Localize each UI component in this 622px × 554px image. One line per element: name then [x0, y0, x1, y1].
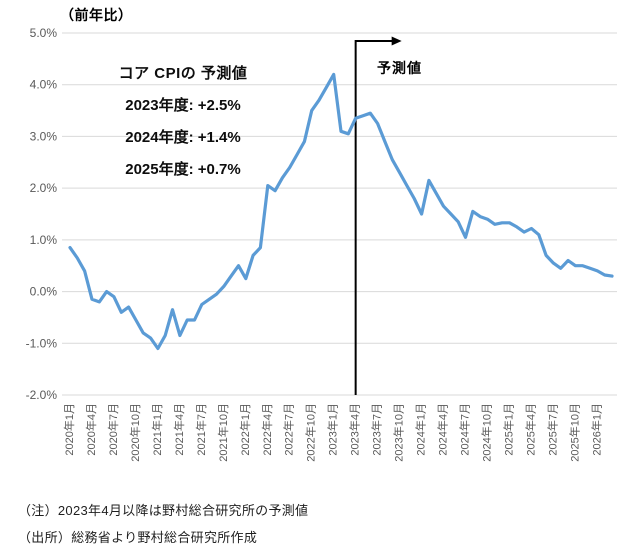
x-tick-label: 2021年1月	[150, 403, 164, 456]
x-tick-label: 2025年7月	[545, 403, 559, 456]
x-tick-label: 2026年1月	[589, 403, 603, 456]
x-tick-label: 2023年1月	[326, 403, 340, 456]
x-tick-label: 2021年10月	[216, 403, 230, 462]
source-note: （注）2023年4月以降は野村総合研究所の予測値	[18, 503, 309, 518]
x-tick-label: 2024年10月	[479, 403, 493, 462]
x-tick-label: 2024年4月	[436, 403, 450, 456]
y-tick-label: -1.0%	[26, 336, 58, 350]
forecast-summary-fy2025: 2025年度: +0.7%	[125, 161, 241, 178]
x-tick-label: 2023年10月	[392, 403, 406, 462]
x-tick-label: 2020年4月	[84, 403, 98, 456]
y-tick-label: 1.0%	[30, 233, 58, 247]
x-tick-label: 2022年1月	[238, 403, 252, 456]
x-tick-label: 2024年7月	[458, 403, 472, 456]
x-tick-label: 2022年7月	[282, 403, 296, 456]
x-tick-label: 2020年1月	[62, 403, 76, 456]
y-tick-label: 2.0%	[30, 181, 58, 195]
forecast-summary-fy2024: 2024年度: +1.4%	[125, 129, 241, 146]
forecast-summary-box: コア CPIの 予測値 2023年度: +2.5% 2024年度: +1.4% …	[85, 58, 281, 186]
y-tick-label: 4.0%	[30, 78, 58, 92]
x-tick-label: 2024年1月	[414, 403, 428, 456]
x-tick-label: 2025年10月	[567, 403, 581, 462]
x-tick-label: 2020年10月	[128, 403, 142, 462]
forecast-arrow-head	[391, 36, 402, 46]
y-tick-label: -2.0%	[26, 388, 58, 402]
x-tick-label: 2025年4月	[523, 403, 537, 456]
forecast-summary-fy2023: 2023年度: +2.5%	[125, 97, 241, 114]
x-tick-label: 2023年7月	[370, 403, 384, 456]
chart-title: （前年比）	[60, 7, 133, 23]
x-tick-label: 2025年1月	[501, 403, 515, 456]
forecast-region-label: 予測値	[377, 60, 422, 76]
forecast-summary-heading: コア CPIの 予測値	[118, 65, 248, 82]
y-tick-label: 0.0%	[30, 285, 58, 299]
x-tick-label: 2021年7月	[194, 403, 208, 456]
x-tick-label: 2020年7月	[106, 403, 120, 456]
x-tick-label: 2023年4月	[348, 403, 362, 456]
x-tick-label: 2022年4月	[260, 403, 274, 456]
core-cpi-line	[68, 72, 614, 351]
attribution-note: （出所）総務省より野村総合研究所作成	[18, 530, 258, 545]
x-tick-label: 2021年4月	[172, 403, 186, 456]
y-tick-label: 3.0%	[30, 129, 58, 143]
x-tick-label: 2022年10月	[304, 403, 318, 462]
y-tick-label: 5.0%	[30, 26, 58, 40]
